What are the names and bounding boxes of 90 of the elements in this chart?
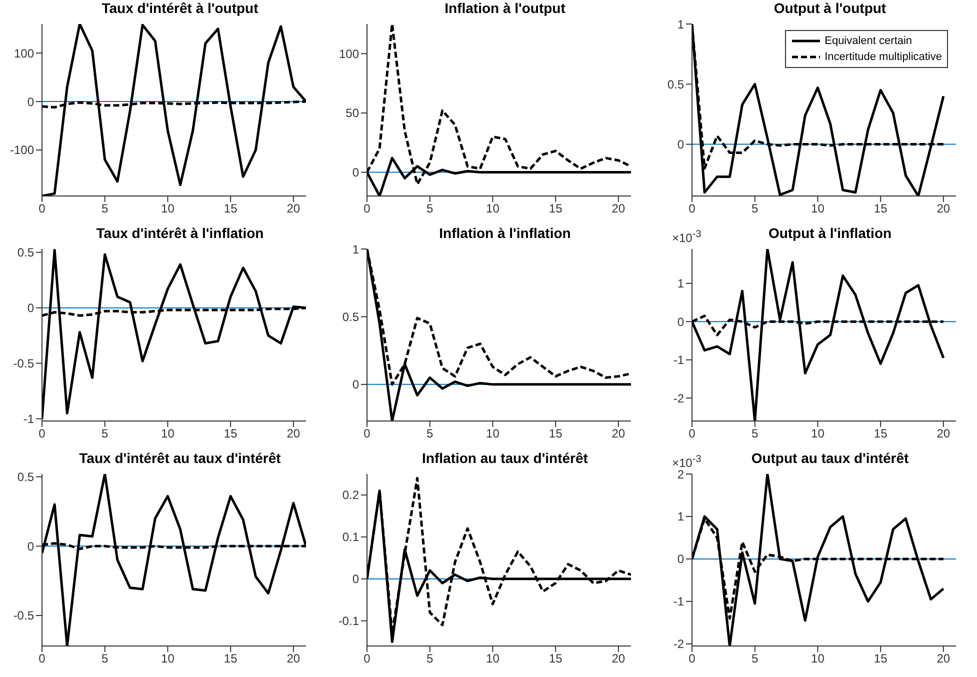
x-tick-label: 10	[486, 426, 500, 441]
y-tick-label: 0.5	[17, 246, 34, 260]
x-tick-label: 0	[364, 202, 371, 216]
x-tick-label: 15	[548, 202, 563, 216]
x-tick-label: 10	[161, 426, 175, 441]
x-tick-label: 10	[811, 202, 825, 216]
y-tick-label: 2	[677, 467, 684, 482]
text: ×10$^{-3}$	[672, 229, 702, 245]
x-tick-label: 10	[161, 652, 175, 666]
x-tick-label: 10	[811, 426, 825, 441]
y-tick-label: 0	[677, 138, 684, 152]
x-tick-label: 5	[426, 202, 434, 216]
text: ×10$^{-3}$	[672, 454, 702, 470]
x-tick-label: 20	[286, 652, 300, 666]
y-tick-label: -1	[673, 353, 684, 368]
x-tick-label: 20	[286, 202, 300, 216]
x-tick-label: 10	[811, 652, 825, 666]
x-tick-label: 20	[612, 652, 626, 666]
y-tick-label: 50	[346, 106, 360, 120]
x-tick-label: 20	[286, 426, 300, 441]
x-tick-label: 15	[224, 652, 238, 666]
chart-title: Inflation à l'output	[444, 0, 566, 18]
x-tick-label: 20	[612, 202, 626, 216]
y-tick-label: 0.5	[17, 470, 34, 484]
y-tick-label: -1	[23, 412, 34, 426]
x-tick-label: 0	[688, 202, 696, 216]
x-tick-label: 0	[364, 426, 371, 441]
y-tick-label: 0	[352, 166, 360, 180]
y-tick-label: 100	[14, 46, 34, 60]
y-tick-label: 0	[352, 378, 360, 392]
x-tick-label: 0	[688, 652, 696, 666]
x-tick-label: 5	[102, 426, 109, 441]
x-tick-label: 15	[874, 426, 888, 441]
x-tick-label: 15	[224, 426, 238, 441]
x-tick-label: 0	[38, 202, 46, 216]
y-tick-label: 1	[677, 510, 684, 524]
x-tick-label: 15	[874, 652, 888, 666]
legend-label: Incertitude multiplicative	[824, 50, 942, 65]
x-tick-label: 5	[102, 652, 109, 666]
y-tick-label: -0.5	[13, 356, 34, 371]
chart-title: Inflation à l'inflation	[438, 225, 572, 243]
chart-title: Inflation au taux d'intérêt	[421, 450, 589, 468]
y-tick-label: 0.5	[342, 310, 360, 324]
x-tick-label: 5	[426, 426, 434, 441]
y-tick-label: 0	[27, 94, 34, 109]
chart-title: Output à l'output	[772, 0, 888, 18]
x-tick-label: 5	[426, 652, 434, 666]
y-tick-label: 0	[677, 314, 684, 329]
x-tick-label: 5	[752, 426, 759, 441]
y-tick-label: 100	[338, 46, 360, 61]
y-tick-label: 1	[677, 17, 684, 32]
x-tick-label: 20	[936, 426, 950, 441]
y-tick-label: 0.5	[667, 77, 684, 92]
x-tick-label: 20	[936, 652, 950, 666]
x-tick-label: 10	[486, 202, 500, 216]
y-tick-label: 0	[27, 301, 34, 316]
legend-label: Equivalent certain	[824, 34, 912, 49]
x-tick-label: 5	[752, 652, 759, 666]
chart-title: Taux d'intérêt à l'inflation	[95, 225, 265, 243]
x-tick-label: 0	[688, 426, 696, 441]
chart-title: Output à l'inflation	[768, 225, 892, 241]
chart-title: Output au taux d'intérêt	[751, 450, 909, 466]
x-tick-label: 0	[38, 426, 46, 441]
y-tick-label: 0	[677, 552, 684, 566]
y-tick-label: -2	[673, 637, 684, 652]
y-tick-label: 0.1	[342, 530, 360, 544]
x-tick-label: 10	[486, 652, 500, 666]
chart-title: Taux d'intérêt au taux d'intérêt	[78, 450, 282, 468]
y-tick-label: -0.5	[13, 608, 34, 623]
y-tick-label: 1	[352, 242, 360, 256]
x-tick-label: 20	[936, 202, 950, 216]
x-tick-label: 20	[612, 426, 626, 441]
y-tick-label: -1	[673, 594, 684, 609]
x-tick-label: 15	[874, 202, 888, 216]
chart-title: Taux d'intérêt à l'output	[100, 0, 260, 18]
x-tick-label: 5	[752, 202, 759, 216]
y-tick-label: -2	[673, 391, 684, 406]
y-tick-label: -100	[10, 143, 34, 158]
x-tick-label: 5	[102, 202, 109, 216]
y-tick-label: 0	[27, 539, 34, 554]
y-tick-label: -0.1	[338, 614, 360, 628]
x-tick-label: 0	[364, 652, 371, 666]
x-tick-label: 15	[548, 426, 563, 441]
x-tick-label: 10	[161, 202, 175, 216]
x-tick-label: 15	[224, 202, 238, 216]
y-tick-label: 0.2	[342, 488, 360, 502]
y-tick-label: 0	[352, 572, 360, 586]
y-tick-label: 1	[677, 276, 684, 291]
x-tick-label: 0	[38, 652, 46, 666]
x-tick-label: 15	[548, 652, 563, 666]
